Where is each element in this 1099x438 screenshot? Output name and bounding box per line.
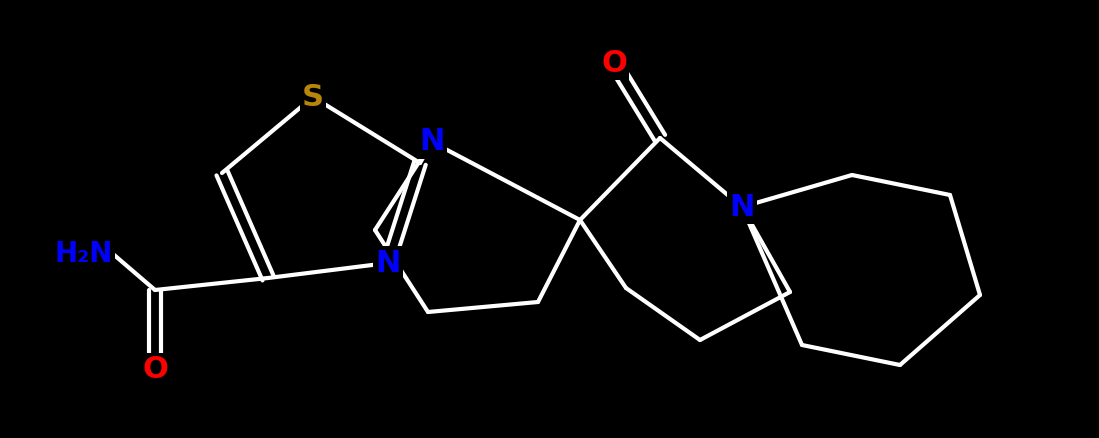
Text: O: O [142,356,168,385]
Text: N: N [376,248,401,278]
Text: N: N [420,127,445,156]
Text: H₂N: H₂N [55,240,113,268]
Text: N: N [730,192,755,222]
Text: O: O [601,49,626,78]
Text: S: S [302,82,324,112]
